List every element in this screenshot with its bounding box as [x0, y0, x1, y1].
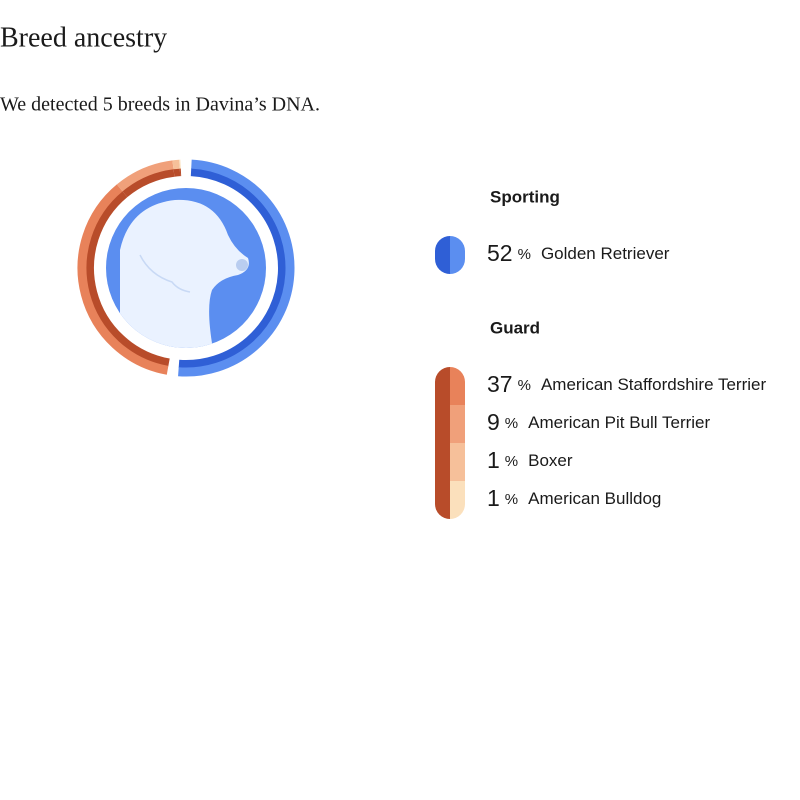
- ring-outer-segment: [172, 159, 180, 170]
- title: Breed ancestry: [0, 22, 167, 53]
- ring-outer-segment: [116, 160, 174, 192]
- pill-breed-half: [450, 481, 465, 519]
- legend-pill: [435, 236, 465, 274]
- legend-row: 9% American Pit Bull Terrier: [487, 409, 710, 435]
- breed-percent: 37: [487, 371, 513, 397]
- breed-name: American Staffordshire Terrier: [541, 375, 767, 394]
- dog-head: [120, 199, 249, 348]
- breed-name: Boxer: [528, 451, 573, 470]
- ring-inner-segment: [122, 168, 175, 198]
- pill-breed-half: [450, 236, 465, 274]
- percent-sign: %: [505, 491, 518, 508]
- legend-pill: [435, 367, 465, 519]
- dog-nose: [236, 259, 248, 271]
- ring-inner-segment: [86, 190, 170, 367]
- legend-row: 1% American Bulldog: [487, 485, 661, 511]
- group-label: Sporting: [490, 187, 560, 206]
- pill-group-half: [435, 367, 450, 519]
- group-label: Guard: [490, 318, 540, 337]
- dog-icon: [106, 188, 266, 348]
- dog-ear: [139, 254, 191, 293]
- breed-percent: 52: [487, 240, 513, 266]
- legend-row: 37% American Staffordshire Terrier: [487, 371, 766, 397]
- percent-sign: %: [518, 377, 531, 394]
- ring-inner-segment: [178, 168, 287, 368]
- breed-percent: 9: [487, 409, 500, 435]
- legend-row: 1% Boxer: [487, 447, 573, 473]
- ring-inner-segment: [173, 168, 181, 177]
- summary: We detected 5 breeds in Davina’s DNA.: [0, 94, 320, 116]
- pill-group-half: [435, 236, 450, 274]
- breed-name: Golden Retriever: [541, 244, 670, 263]
- breed-percent: 1: [487, 447, 500, 473]
- legend-row: 52% Golden Retriever: [487, 240, 670, 266]
- ring-outer-segment: [178, 159, 295, 377]
- percent-sign: %: [518, 246, 531, 263]
- pill-breed-half: [450, 367, 465, 406]
- breed-name: American Bulldog: [528, 489, 661, 508]
- breed-name: American Pit Bull Terrier: [528, 413, 710, 432]
- percent-sign: %: [505, 415, 518, 432]
- breed-percent: 1: [487, 485, 500, 511]
- pill-breed-half: [450, 443, 465, 482]
- percent-sign: %: [505, 453, 518, 470]
- pill-breed-half: [450, 405, 465, 444]
- ring-outer-segment: [77, 184, 169, 375]
